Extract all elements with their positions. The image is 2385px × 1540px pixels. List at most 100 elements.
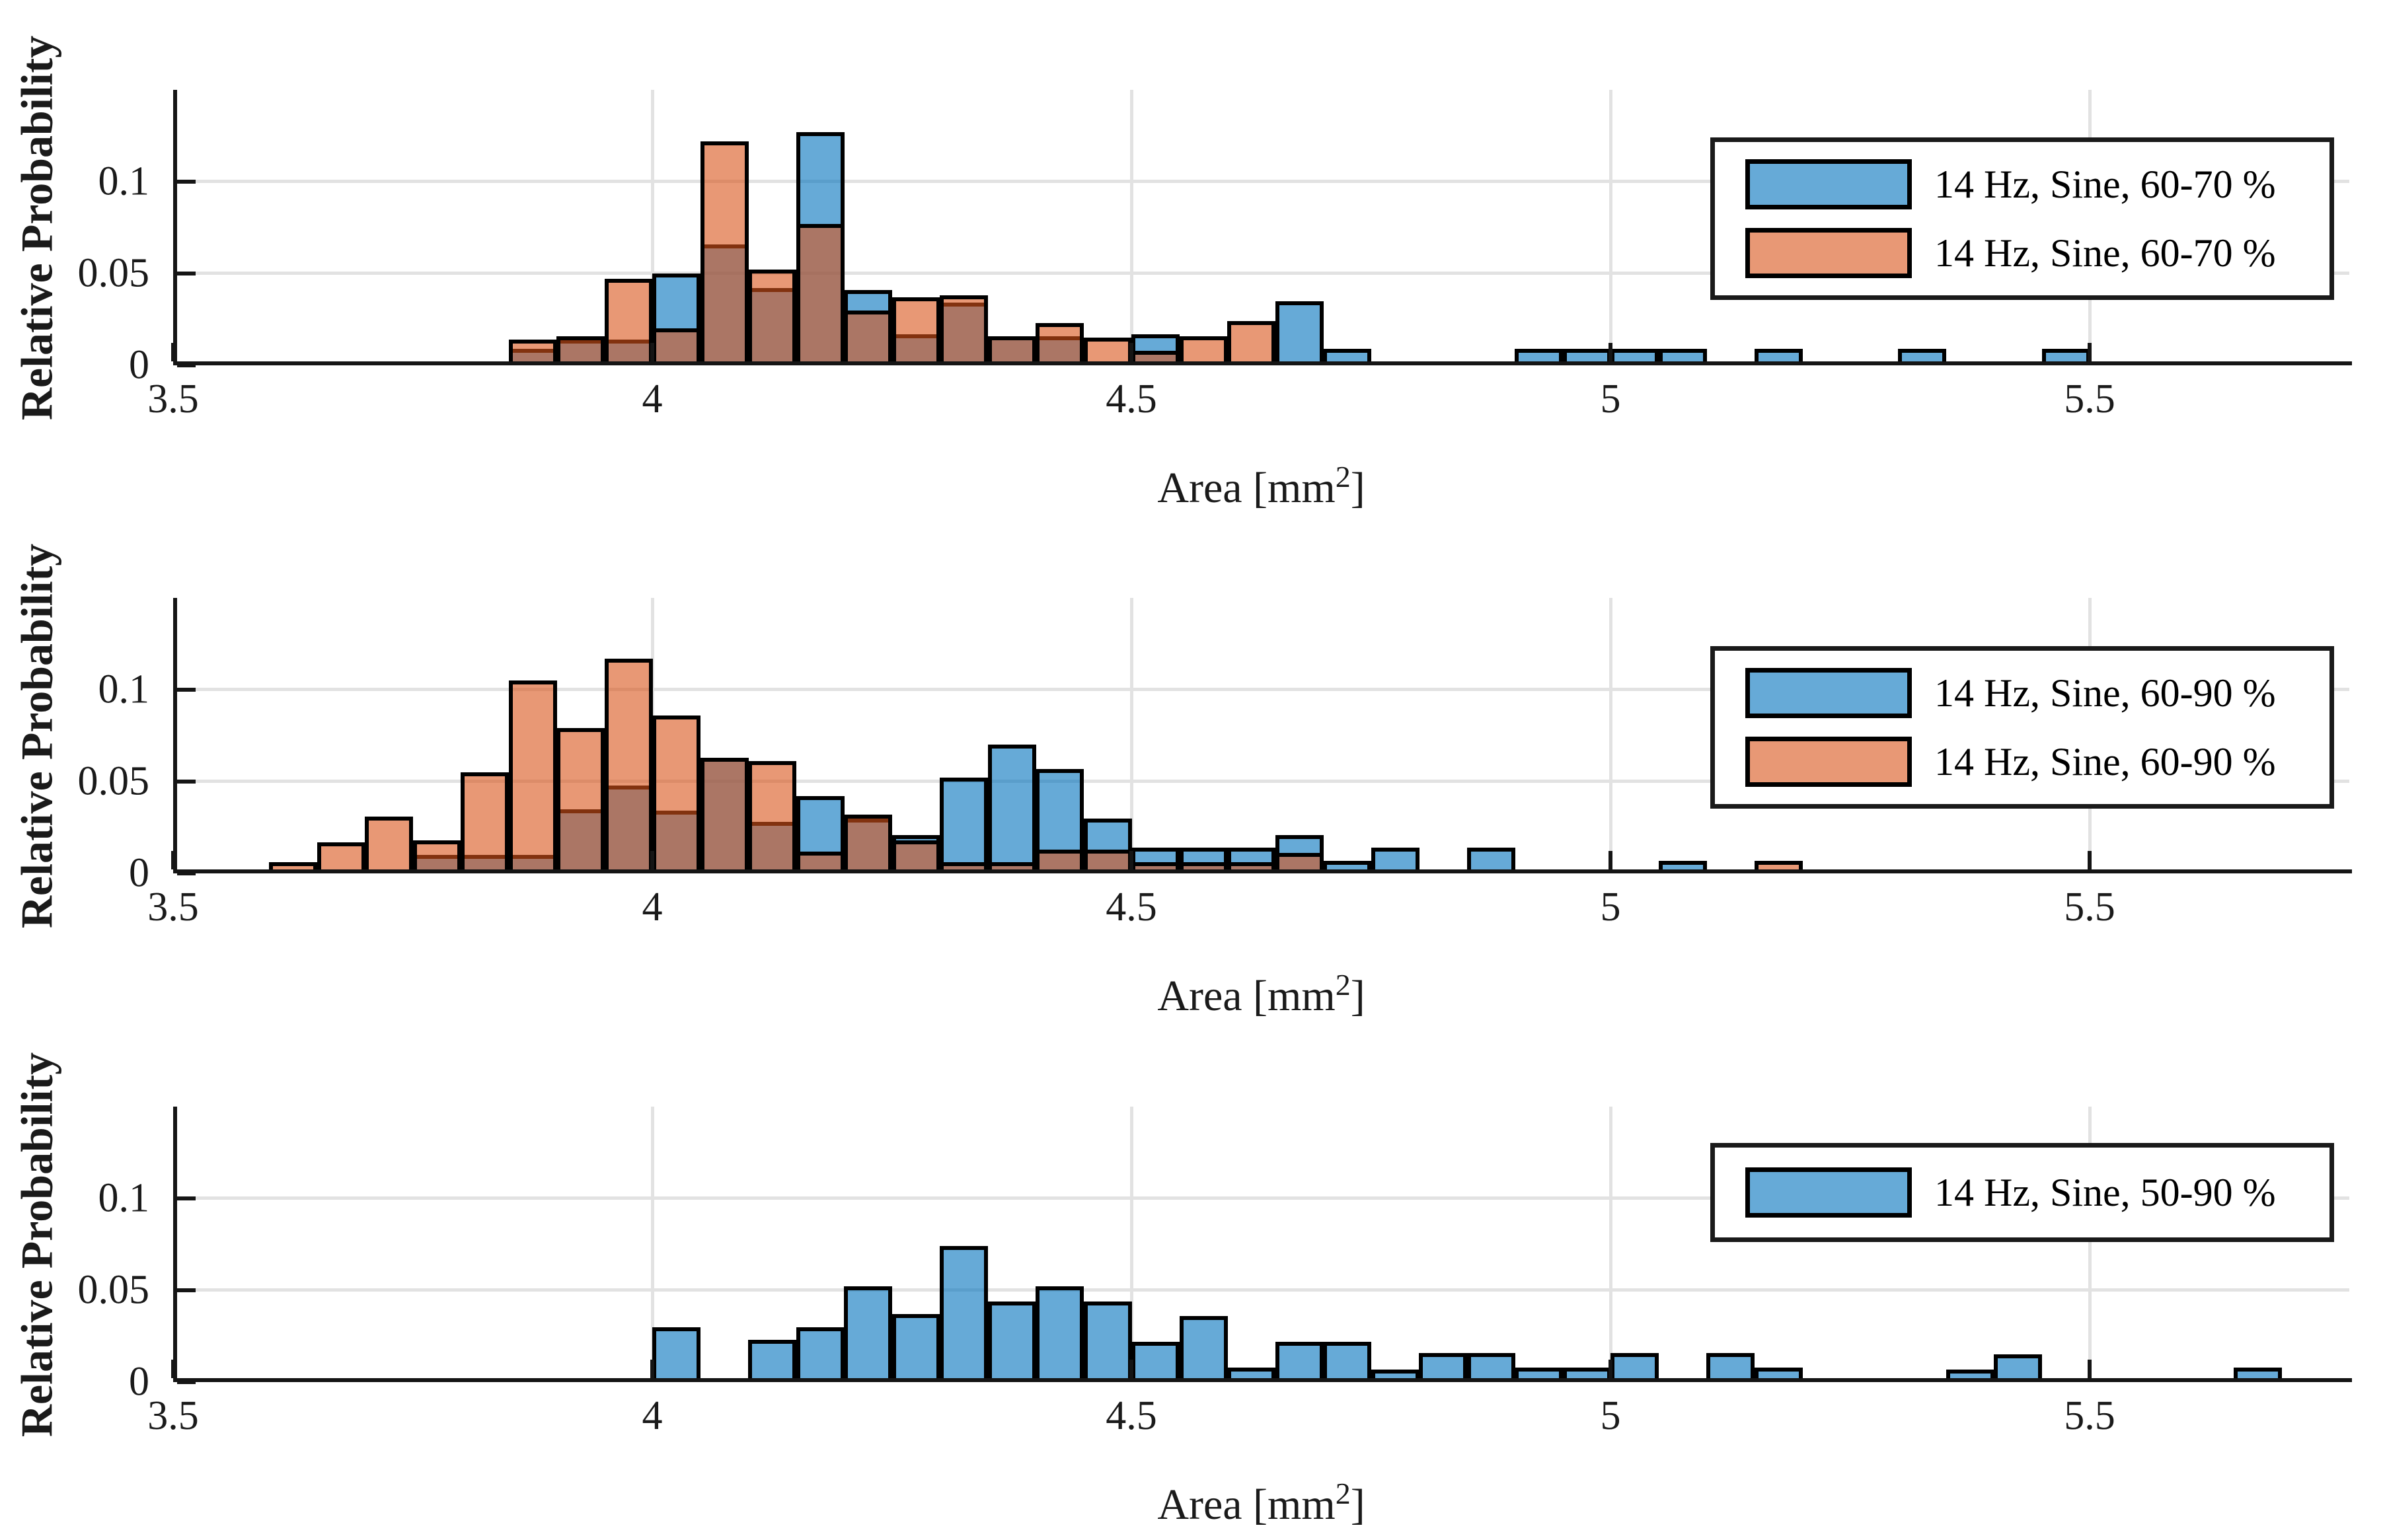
histogram-bar: [891, 835, 940, 873]
x-tick-label: 4: [642, 1393, 663, 1438]
vertical-gridline: [1130, 598, 1133, 873]
x-tick-label: 3.5: [147, 885, 199, 930]
x-axis-tick: [650, 851, 654, 869]
histogram-bar: [1275, 301, 1324, 365]
histogram-bar: [604, 786, 653, 873]
histogram-bar: [604, 340, 653, 365]
histogram-bar: [1371, 848, 1420, 873]
x-axis-line: [173, 361, 2352, 365]
legend-label: 14 Hz, Sine, 60-90 %: [1934, 739, 2276, 784]
histogram-bar: [556, 340, 605, 365]
histogram-bar: [1179, 862, 1228, 873]
legend-entry: 14 Hz, Sine, 60-70 %: [1715, 150, 2329, 219]
histogram-bar: [987, 745, 1036, 873]
x-axis-label: Area [mm2]: [1157, 462, 1365, 513]
y-tick-label: 0.1: [98, 667, 150, 712]
y-axis-tick: [177, 780, 196, 784]
x-tick-label: 5.5: [2064, 1393, 2115, 1438]
histogram-bar: [1515, 349, 1563, 365]
x-tick-label: 5: [1600, 1393, 1621, 1438]
x-axis-label-superscript: 2: [1335, 1477, 1351, 1510]
histogram-bar: [1946, 1370, 1994, 1382]
legend-label: 14 Hz, Sine, 60-70 %: [1934, 231, 2276, 275]
histogram-bar: [891, 840, 940, 873]
y-axis-tick: [177, 363, 196, 367]
x-tick-label: 4.5: [1106, 885, 1157, 930]
histogram-bar: [844, 290, 892, 365]
histogram-bar: [700, 244, 749, 365]
x-tick-label: 4: [642, 885, 663, 930]
histogram-bar: [987, 336, 1036, 365]
x-axis-tick: [171, 851, 175, 869]
y-tick-label: 0.05: [77, 250, 150, 296]
y-axis-line: [173, 598, 177, 873]
x-axis-tick: [1129, 851, 1133, 869]
y-axis-tick: [177, 1196, 196, 1200]
histogram-bar: [748, 761, 796, 873]
histogram-bar: [604, 659, 653, 873]
y-axis-tick: [177, 180, 196, 184]
histogram-bar: [1131, 334, 1180, 365]
histogram-bar: [556, 336, 605, 365]
histogram-bar: [1227, 848, 1275, 873]
x-axis-tick: [1129, 1360, 1133, 1378]
histogram-bar: [1083, 850, 1132, 873]
histogram-bar: [844, 815, 892, 873]
y-axis-label: Relative Probability: [11, 543, 62, 928]
x-axis-tick: [650, 343, 654, 361]
x-axis-tick: [171, 343, 175, 361]
x-axis-tick: [2088, 343, 2092, 361]
x-axis-tick: [1609, 343, 1612, 361]
histogram-bar: [940, 303, 988, 365]
histogram-bar: [1610, 1353, 1659, 1382]
y-tick-label: 0: [129, 342, 149, 388]
histogram-bar: [1562, 1368, 1611, 1382]
histogram-bar: [1706, 1353, 1755, 1382]
legend-entry: 14 Hz, Sine, 60-70 %: [1715, 219, 2329, 287]
histogram-bar: [1131, 1342, 1180, 1382]
vertical-gridline: [1609, 1107, 1612, 1382]
y-tick-label: 0: [129, 1359, 149, 1405]
histogram-bar: [844, 311, 892, 365]
histogram-bar: [508, 680, 557, 873]
histogram-bar: [987, 1302, 1036, 1382]
legend-label: 14 Hz, Sine, 60-90 %: [1934, 671, 2276, 715]
histogram-bar: [1466, 848, 1515, 873]
y-axis-tick: [177, 871, 196, 875]
histogram-bar: [1036, 769, 1084, 873]
legend-swatch: [1745, 159, 1912, 209]
legend-label: 14 Hz, Sine, 60-70 %: [1934, 162, 2276, 206]
histogram-bar: [1466, 1353, 1515, 1382]
histogram-bar: [1323, 861, 1371, 873]
histogram-bar: [1898, 349, 1946, 365]
histogram-bar: [796, 132, 845, 365]
y-axis-line: [173, 90, 177, 365]
histogram-bar: [796, 796, 845, 873]
legend-box: 14 Hz, Sine, 50-90 %: [1710, 1143, 2334, 1242]
histogram-bar: [1083, 1302, 1132, 1382]
histogram-bar: [1083, 819, 1132, 873]
histogram-bar: [1275, 853, 1324, 873]
y-axis-tick: [177, 688, 196, 692]
histogram-bar: [652, 328, 700, 365]
x-tick-label: 5.5: [2064, 377, 2115, 422]
x-axis-label-superscript: 2: [1335, 968, 1351, 1002]
y-axis-label: Relative Probability: [11, 35, 62, 420]
x-axis-tick: [2088, 1360, 2092, 1378]
histogram-bar: [891, 334, 940, 365]
histogram-bar: [987, 336, 1036, 365]
y-tick-label: 0.1: [98, 159, 150, 204]
vertical-gridline: [1609, 90, 1612, 365]
histogram-bar: [700, 758, 749, 873]
x-tick-label: 4.5: [1106, 377, 1157, 422]
histogram-bar: [1227, 321, 1275, 365]
x-axis-label-close-bracket: ]: [1350, 1481, 1365, 1529]
vertical-gridline: [1609, 598, 1612, 873]
x-tick-label: 5: [1600, 377, 1621, 422]
x-tick-label: 3.5: [147, 1393, 199, 1438]
x-axis-label-close-bracket: ]: [1350, 972, 1365, 1020]
x-axis-line: [173, 1378, 2352, 1382]
histogram-bar: [796, 852, 845, 873]
histogram-bar: [556, 809, 605, 873]
histogram-bar: [652, 274, 700, 365]
